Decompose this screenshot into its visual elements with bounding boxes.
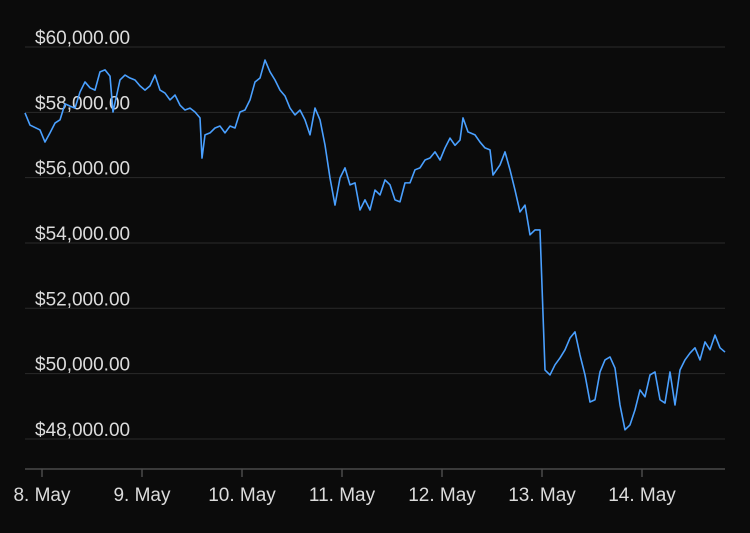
y-tick-label: $50,000.00 bbox=[35, 355, 130, 376]
y-tick-label: $56,000.00 bbox=[35, 159, 130, 180]
y-tick-label: $54,000.00 bbox=[35, 224, 130, 245]
x-tick-label: 13. May bbox=[508, 485, 576, 506]
x-tick-label: 9. May bbox=[113, 485, 171, 506]
x-tick-label: 12. May bbox=[408, 485, 476, 506]
price-line bbox=[24, 59, 726, 431]
x-tick-label: 11. May bbox=[309, 485, 376, 506]
x-tick-label: 14. May bbox=[608, 485, 676, 506]
y-tick-label: $52,000.00 bbox=[35, 289, 130, 310]
x-tick-label: 8. May bbox=[13, 485, 71, 506]
y-tick-label: $60,000.00 bbox=[35, 28, 130, 49]
x-tick-label: 10. May bbox=[208, 485, 276, 506]
y-tick-label: $58,000.00 bbox=[35, 93, 130, 114]
y-tick-label: $48,000.00 bbox=[35, 420, 130, 441]
